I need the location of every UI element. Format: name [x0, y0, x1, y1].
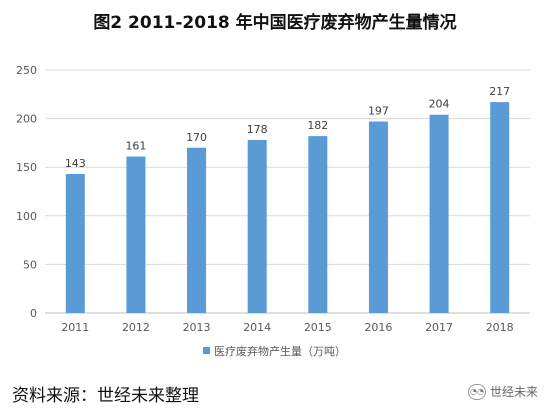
data-label: 170	[186, 131, 207, 144]
watermark-text: 世经未来	[489, 385, 538, 399]
source-note: 资料来源：世经未来整理	[12, 386, 199, 406]
y-tick-label: 150	[16, 161, 37, 174]
x-tick-label: 2014	[243, 321, 271, 334]
data-label: 204	[429, 98, 450, 111]
y-tick-label: 100	[16, 210, 37, 223]
bar	[65, 174, 85, 313]
gridlines	[45, 69, 530, 314]
bar	[308, 136, 328, 313]
bar	[368, 121, 388, 314]
data-label: 143	[65, 157, 86, 170]
legend-swatch	[203, 347, 210, 354]
legend: 医疗废弃物产生量（万吨）	[203, 344, 346, 358]
data-label: 217	[489, 85, 510, 98]
data-label: 182	[307, 119, 328, 132]
x-tick-label: 2013	[183, 321, 211, 334]
y-axis-ticks: 0 50 100 150 200 250	[16, 64, 37, 320]
data-label: 197	[368, 105, 389, 118]
x-tick-label: 2012	[122, 321, 150, 334]
y-tick-label: 50	[23, 258, 37, 271]
data-labels: 143 161 170 178 182 197 204 217	[65, 85, 510, 170]
chart-title: 图2 2011-2018 年中国医疗废弃物产生量情况	[93, 13, 457, 33]
bar	[126, 156, 146, 313]
bar	[247, 139, 267, 313]
bar	[429, 114, 449, 313]
bar	[187, 147, 207, 313]
data-label: 161	[125, 140, 146, 153]
x-tick-label: 2016	[364, 321, 392, 334]
legend-label: 医疗废弃物产生量（万吨）	[214, 344, 346, 358]
wechat-icon: ◔◔	[467, 383, 486, 400]
y-tick-label: 200	[16, 113, 37, 126]
x-tick-label: 2011	[61, 321, 89, 334]
x-tick-label: 2017	[425, 321, 453, 334]
x-tick-label: 2015	[304, 321, 332, 334]
y-tick-label: 0	[30, 307, 37, 320]
x-axis-ticks: 2011 2012 2013 2014 2015 2016 2017 2018	[61, 321, 513, 334]
bar-chart: 0 50 100 150 200 250 143 161 170 178 182 197 204 217…	[16, 64, 530, 358]
y-tick-label: 250	[16, 64, 37, 77]
data-label: 178	[247, 123, 268, 136]
bar	[490, 102, 510, 314]
bars	[65, 102, 510, 314]
x-tick-label: 2018	[486, 321, 514, 334]
watermark: ◔◔ 世经未来	[467, 383, 538, 400]
